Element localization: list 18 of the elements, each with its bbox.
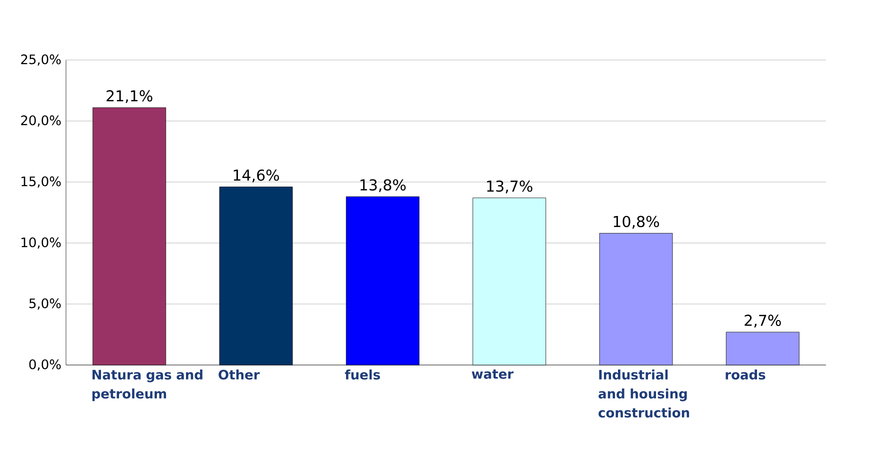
y-tick-label: 5,0%	[29, 298, 61, 310]
x-tick-label: water	[472, 370, 514, 379]
x-tick-label: Natura gas and petroleum	[92, 370, 202, 402]
data-label: 2,7%	[744, 314, 781, 328]
data-label: 14,6%	[234, 169, 279, 182]
y-tick-label: 0,0%	[29, 359, 61, 371]
y-tick-label: 10,0%	[22, 237, 61, 249]
data-label: 13,7%	[487, 180, 532, 194]
x-tick-label: fuels	[344, 370, 380, 380]
data-label: 10,8%	[614, 216, 659, 229]
y-tick-label: 20,0%	[21, 115, 61, 127]
x-tick-label: Industrial and housing construction	[598, 370, 690, 418]
x-tick-label: roads	[726, 370, 766, 380]
data-label: 13,8%	[360, 179, 406, 192]
x-tick-label: Other	[218, 370, 260, 380]
y-tick-label: 25,0%	[21, 54, 61, 66]
data-label: 21,1%	[106, 90, 152, 104]
y-tick-label: 15,0%	[22, 176, 61, 188]
